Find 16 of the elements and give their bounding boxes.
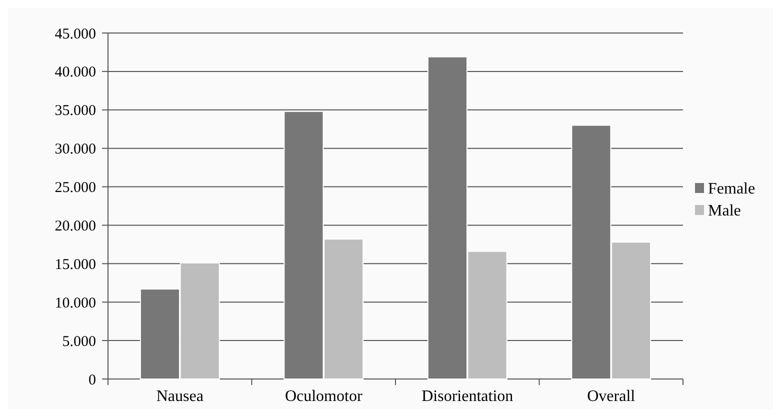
legend-label: Female xyxy=(708,180,756,198)
y-tick-label: 5.000 xyxy=(62,334,96,350)
x-tick-label: Overall xyxy=(587,388,636,405)
x-tick-label: Nausea xyxy=(156,388,204,405)
y-tick-label: 15.000 xyxy=(54,256,96,273)
legend-label: Male xyxy=(708,202,741,220)
y-tick-label: 40.000 xyxy=(54,64,96,81)
x-tick-label: Oculomotor xyxy=(284,388,363,405)
y-tick-label: 35.000 xyxy=(54,103,96,120)
y-tick-label: 30.000 xyxy=(54,142,96,158)
y-tick-label: 20.000 xyxy=(54,218,96,234)
y-tick-label: 10.000 xyxy=(54,295,96,312)
y-tick-label: 25.000 xyxy=(54,180,96,196)
x-tick-label: Disorientation xyxy=(422,388,514,405)
y-tick-label: 45.000 xyxy=(54,26,96,42)
y-tick-label: 0 xyxy=(88,372,96,388)
